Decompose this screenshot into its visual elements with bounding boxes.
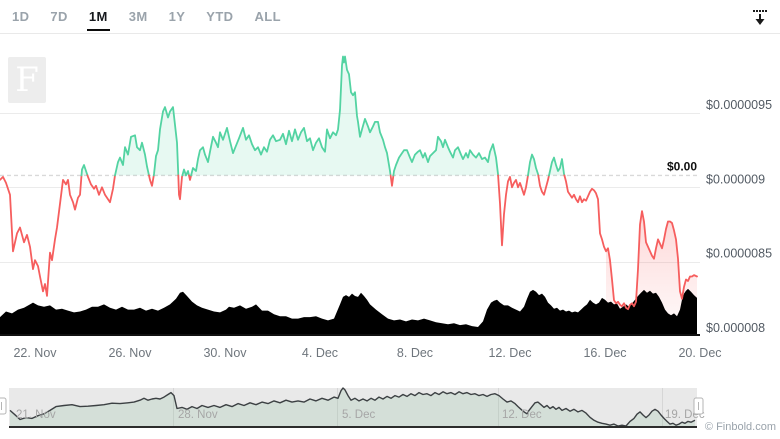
watermark-letter: F	[15, 60, 39, 100]
price-line-segment-up	[527, 153, 540, 177]
volume-series	[0, 288, 697, 335]
toolbar-divider	[0, 33, 780, 34]
price-line-segment-down	[563, 174, 698, 311]
navigator-baseline	[9, 426, 697, 428]
range-selector-toolbar: 1D 7D 1M 3M 1Y YTD ALL	[10, 0, 300, 33]
main-chart-svg: $0.0000095 $0.000009 $0.0000085 $0.000008 $0…	[0, 55, 772, 428]
y-axis-label: $0.000009	[706, 172, 765, 186]
price-line-segment-down	[537, 174, 550, 196]
x-axis-label: 26. Nov	[108, 346, 152, 360]
price-area-fill-up	[191, 56, 391, 176]
price-line-segment-up	[114, 134, 150, 177]
attribution-text: © Finbold.com	[704, 421, 776, 433]
navigator-date-label: 12. Dec	[502, 409, 542, 421]
price-line-segment-up	[190, 55, 392, 177]
price-line-segment-down	[148, 174, 155, 187]
download-icon	[753, 10, 767, 25]
range-button-3m[interactable]: 3M	[127, 0, 150, 31]
x-axis-line	[0, 334, 700, 336]
x-axis-label: 8. Dec	[397, 346, 433, 360]
range-button-ytd[interactable]: YTD	[204, 0, 235, 31]
y-axis-label: $0.0000095	[706, 98, 772, 112]
price-line-segment-down	[497, 174, 529, 247]
price-line-segment-up	[181, 168, 190, 177]
x-axis-label: 20. Dec	[678, 346, 721, 360]
price-line-segment-down	[188, 174, 193, 181]
price-line-segment-down	[0, 174, 83, 297]
range-button-1d[interactable]: 1D	[10, 0, 31, 31]
range-button-all[interactable]: ALL	[252, 0, 282, 31]
x-axis-label: 12. Dec	[488, 346, 531, 360]
price-line-segment-down	[86, 174, 116, 204]
navigator-series	[9, 387, 696, 427]
navigator-date-label: 21. Nov	[16, 409, 56, 421]
price-area-fill-up	[153, 107, 179, 176]
y-axis-label: $0.0000085	[706, 247, 772, 261]
current-price-label: $0.00	[667, 159, 697, 173]
x-axis-label: 16. Dec	[583, 346, 626, 360]
x-axis-label: 4. Dec	[302, 346, 338, 360]
x-axis-label: 22. Nov	[13, 346, 57, 360]
range-button-1y[interactable]: 1Y	[167, 0, 188, 31]
navigator-date-label: 5. Dec	[342, 409, 375, 421]
price-line-segment-up	[548, 156, 566, 177]
finbold-logo-watermark: F	[8, 57, 46, 103]
navigator-date-label: 28. Nov	[178, 409, 218, 421]
price-area-fill-up	[115, 135, 149, 176]
price-area-fill-down	[606, 211, 697, 335]
price-line-segment-down	[389, 174, 395, 187]
navigator-area	[10, 388, 695, 426]
range-button-1m[interactable]: 1M	[86, 0, 110, 31]
navigator-handle-left[interactable]	[0, 397, 7, 415]
price-line-segment-up	[392, 135, 500, 177]
price-line-segment-up	[152, 106, 180, 177]
price-line-segment-up	[80, 164, 89, 177]
x-axis-label: 30. Nov	[203, 346, 247, 360]
export-button[interactable]	[748, 6, 772, 30]
price-line-segment-down	[177, 174, 184, 201]
price-area-fill-up	[393, 136, 499, 176]
range-button-7d[interactable]: 7D	[48, 0, 69, 31]
y-axis-label: $0.000008	[706, 321, 765, 335]
price-area-fill-up	[528, 154, 539, 176]
navigator-track[interactable]	[9, 388, 697, 426]
